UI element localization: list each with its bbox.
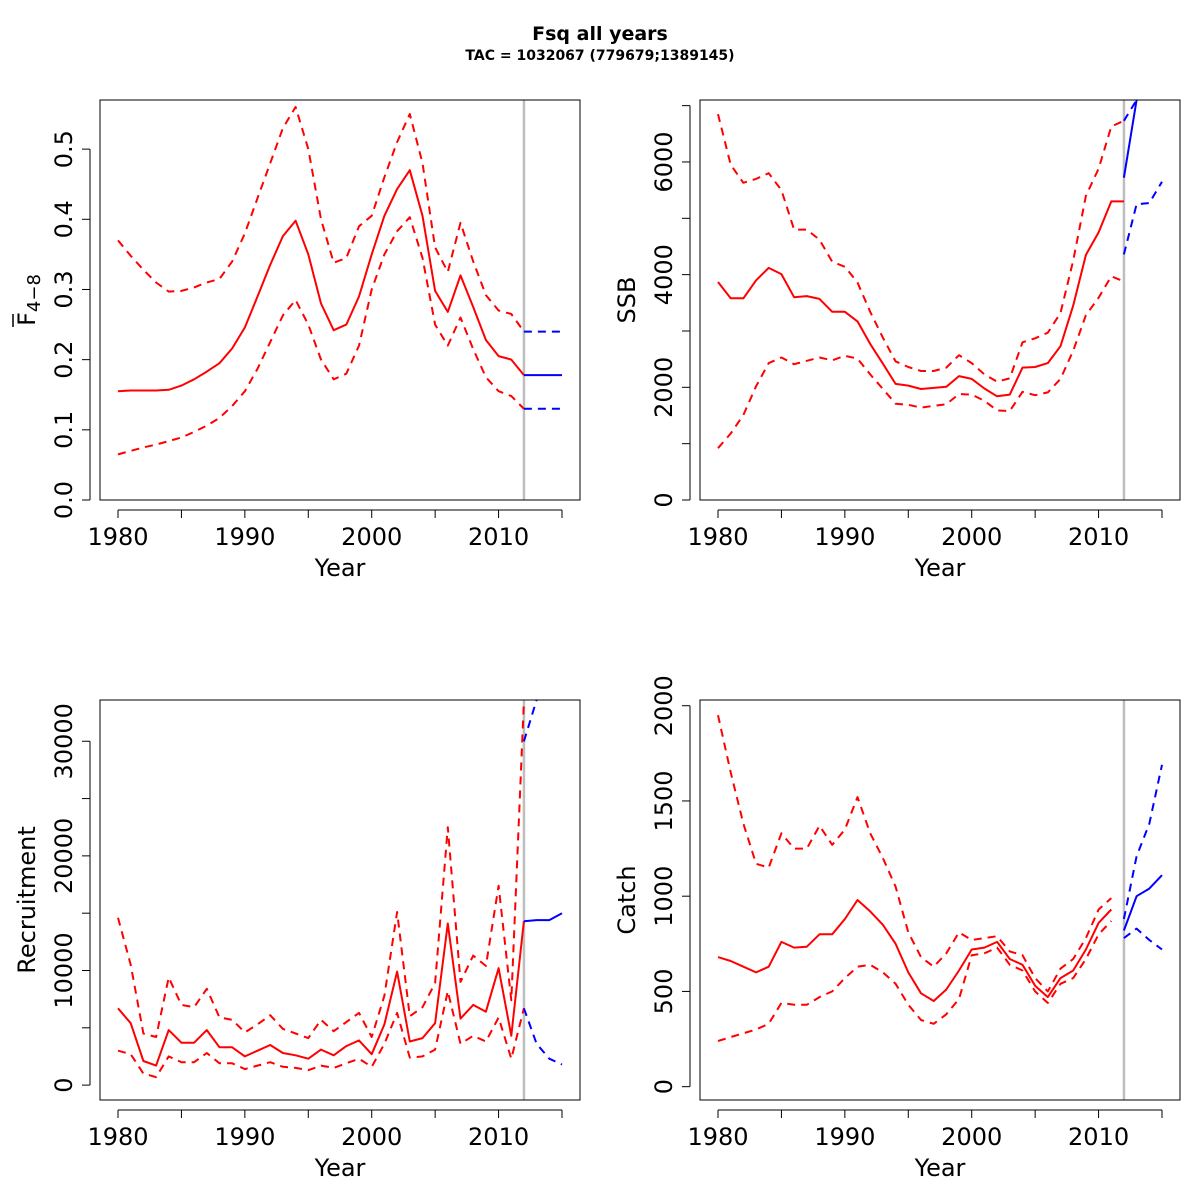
- x-axis: 1980 1990 2000 2010 Year: [87, 509, 563, 582]
- y-tick-label: 4000: [650, 244, 678, 305]
- x-axis-title: Year: [314, 554, 366, 582]
- y-tick-label: 2000: [650, 675, 678, 736]
- forecast-lower-line: [522, 1007, 563, 1066]
- x-tick-label: 1990: [214, 523, 275, 551]
- y-tick-label: 0.5: [50, 130, 78, 168]
- forecast-estimate-line: [523, 912, 563, 923]
- y-axis-title-subscript: 4−8: [24, 274, 45, 312]
- x-axis: 1980 1990 2000 2010 Year: [687, 509, 1163, 582]
- y-tick-label: 0: [650, 1079, 678, 1094]
- forecast-estimate-line: [1122, 100, 1138, 178]
- x-axis-title: Year: [314, 1154, 366, 1182]
- historic-estimate-line: [117, 921, 525, 1067]
- x-axis-title: Year: [914, 1154, 966, 1182]
- y-axis-title: Recruitment: [13, 826, 41, 973]
- x-tick-label: 2000: [341, 1123, 402, 1151]
- y-tick-label: 1000: [650, 866, 678, 927]
- y-tick-label: 0.4: [50, 200, 78, 238]
- historic-estimate-line: [117, 169, 525, 393]
- chart-panel-bottom-right: 1980 1990 2000 2010 Year 0 500 1000 1500 2000 Catc…: [613, 675, 1181, 1182]
- plot-frame: [699, 699, 1181, 1101]
- y-tick-label: 30000: [50, 703, 78, 779]
- y-tick-label: 0: [650, 492, 678, 507]
- series-group: [717, 714, 1163, 1042]
- forecast-lower-line: [1122, 181, 1163, 255]
- y-axis: 0 2000 4000 6000 SSB: [613, 105, 691, 508]
- y-tick-label: 0.2: [50, 341, 78, 379]
- x-tick-label: 1980: [87, 523, 148, 551]
- x-tick-label: 1990: [214, 1123, 275, 1151]
- y-tick-label: 20000: [50, 818, 78, 894]
- x-tick-label: 2000: [941, 523, 1002, 551]
- figure-title: Fsq all years: [532, 23, 668, 45]
- series-group: [117, 106, 562, 456]
- plot-frame: [99, 699, 581, 1101]
- x-tick-label: 2010: [1068, 1123, 1129, 1151]
- y-tick-label: 1500: [650, 770, 678, 831]
- series-group: [117, 700, 563, 1079]
- figure-subtitle: TAC = 1032067 (779679;1389145): [465, 48, 734, 64]
- historic-lower-line: [717, 920, 1113, 1042]
- x-tick-label: 2000: [941, 1123, 1002, 1151]
- x-tick-label: 1990: [814, 1123, 875, 1151]
- y-tick-label: 0: [50, 1077, 78, 1092]
- forecast-upper-line: [522, 700, 538, 742]
- historic-lower-line: [717, 275, 1125, 449]
- x-tick-label: 2010: [1068, 523, 1129, 551]
- x-tick-label: 1980: [87, 1123, 148, 1151]
- forecast-estimate-line: [1122, 874, 1163, 931]
- x-tick-label: 2000: [341, 523, 402, 551]
- y-axis-title: SSB: [613, 277, 641, 324]
- historic-upper-line: [717, 714, 1112, 993]
- x-tick-label: 1980: [687, 523, 748, 551]
- y-tick-label: 6000: [650, 131, 678, 192]
- chart-panel-bottom-left: 1980 1990 2000 2010 Year 0 10000 20000 30000 Recr…: [13, 699, 581, 1182]
- y-tick-label: 500: [650, 969, 678, 1015]
- chart-panel-top-right: 1980 1990 2000 2010 Year 0 2000 4000 6000 SSB: [613, 99, 1181, 582]
- forecast-lower-line: [1123, 927, 1163, 951]
- plot-frame: [699, 99, 1181, 501]
- x-tick-label: 2010: [468, 523, 529, 551]
- y-axis: 0 10000 20000 30000 Recruitment: [13, 703, 91, 1093]
- historic-estimate-line: [717, 899, 1113, 1002]
- y-tick-label: 0.1: [50, 411, 78, 449]
- x-axis: 1980 1990 2000 2010 Year: [687, 1109, 1163, 1182]
- y-axis-title: Catch: [613, 865, 641, 934]
- y-tick-label: 2000: [650, 357, 678, 418]
- series-group: [717, 100, 1163, 449]
- y-tick-label: 0.3: [50, 270, 78, 308]
- x-axis: 1980 1990 2000 2010 Year: [87, 1109, 563, 1182]
- x-tick-label: 2010: [468, 1123, 529, 1151]
- forecast-upper-line: [1122, 764, 1163, 920]
- historic-lower-line: [117, 990, 525, 1079]
- x-tick-label: 1980: [687, 1123, 748, 1151]
- x-tick-label: 1990: [814, 523, 875, 551]
- forecast-upper-line: [1123, 100, 1138, 122]
- y-tick-label: 10000: [50, 932, 78, 1008]
- plot-frame: [99, 99, 581, 501]
- historic-upper-line: [117, 701, 525, 1040]
- y-tick-label: 0.0: [50, 481, 78, 519]
- chart-panels: 1980 1990 2000 2010Year0.00.10.20.30.40.5F4…: [12, 99, 1181, 1182]
- historic-lower-line: [117, 216, 525, 456]
- y-axis: 0 500 1000 1500 2000 Catch: [613, 675, 691, 1094]
- historic-upper-line: [117, 106, 525, 333]
- y-axis: 0.00.10.20.30.40.5F4−8: [12, 130, 91, 519]
- historic-estimate-line: [717, 200, 1124, 398]
- chart-panel-top-left: 1980 1990 2000 2010Year0.00.10.20.30.40.5F4…: [12, 99, 581, 582]
- x-axis-title: Year: [914, 554, 966, 582]
- historic-upper-line: [717, 113, 1125, 383]
